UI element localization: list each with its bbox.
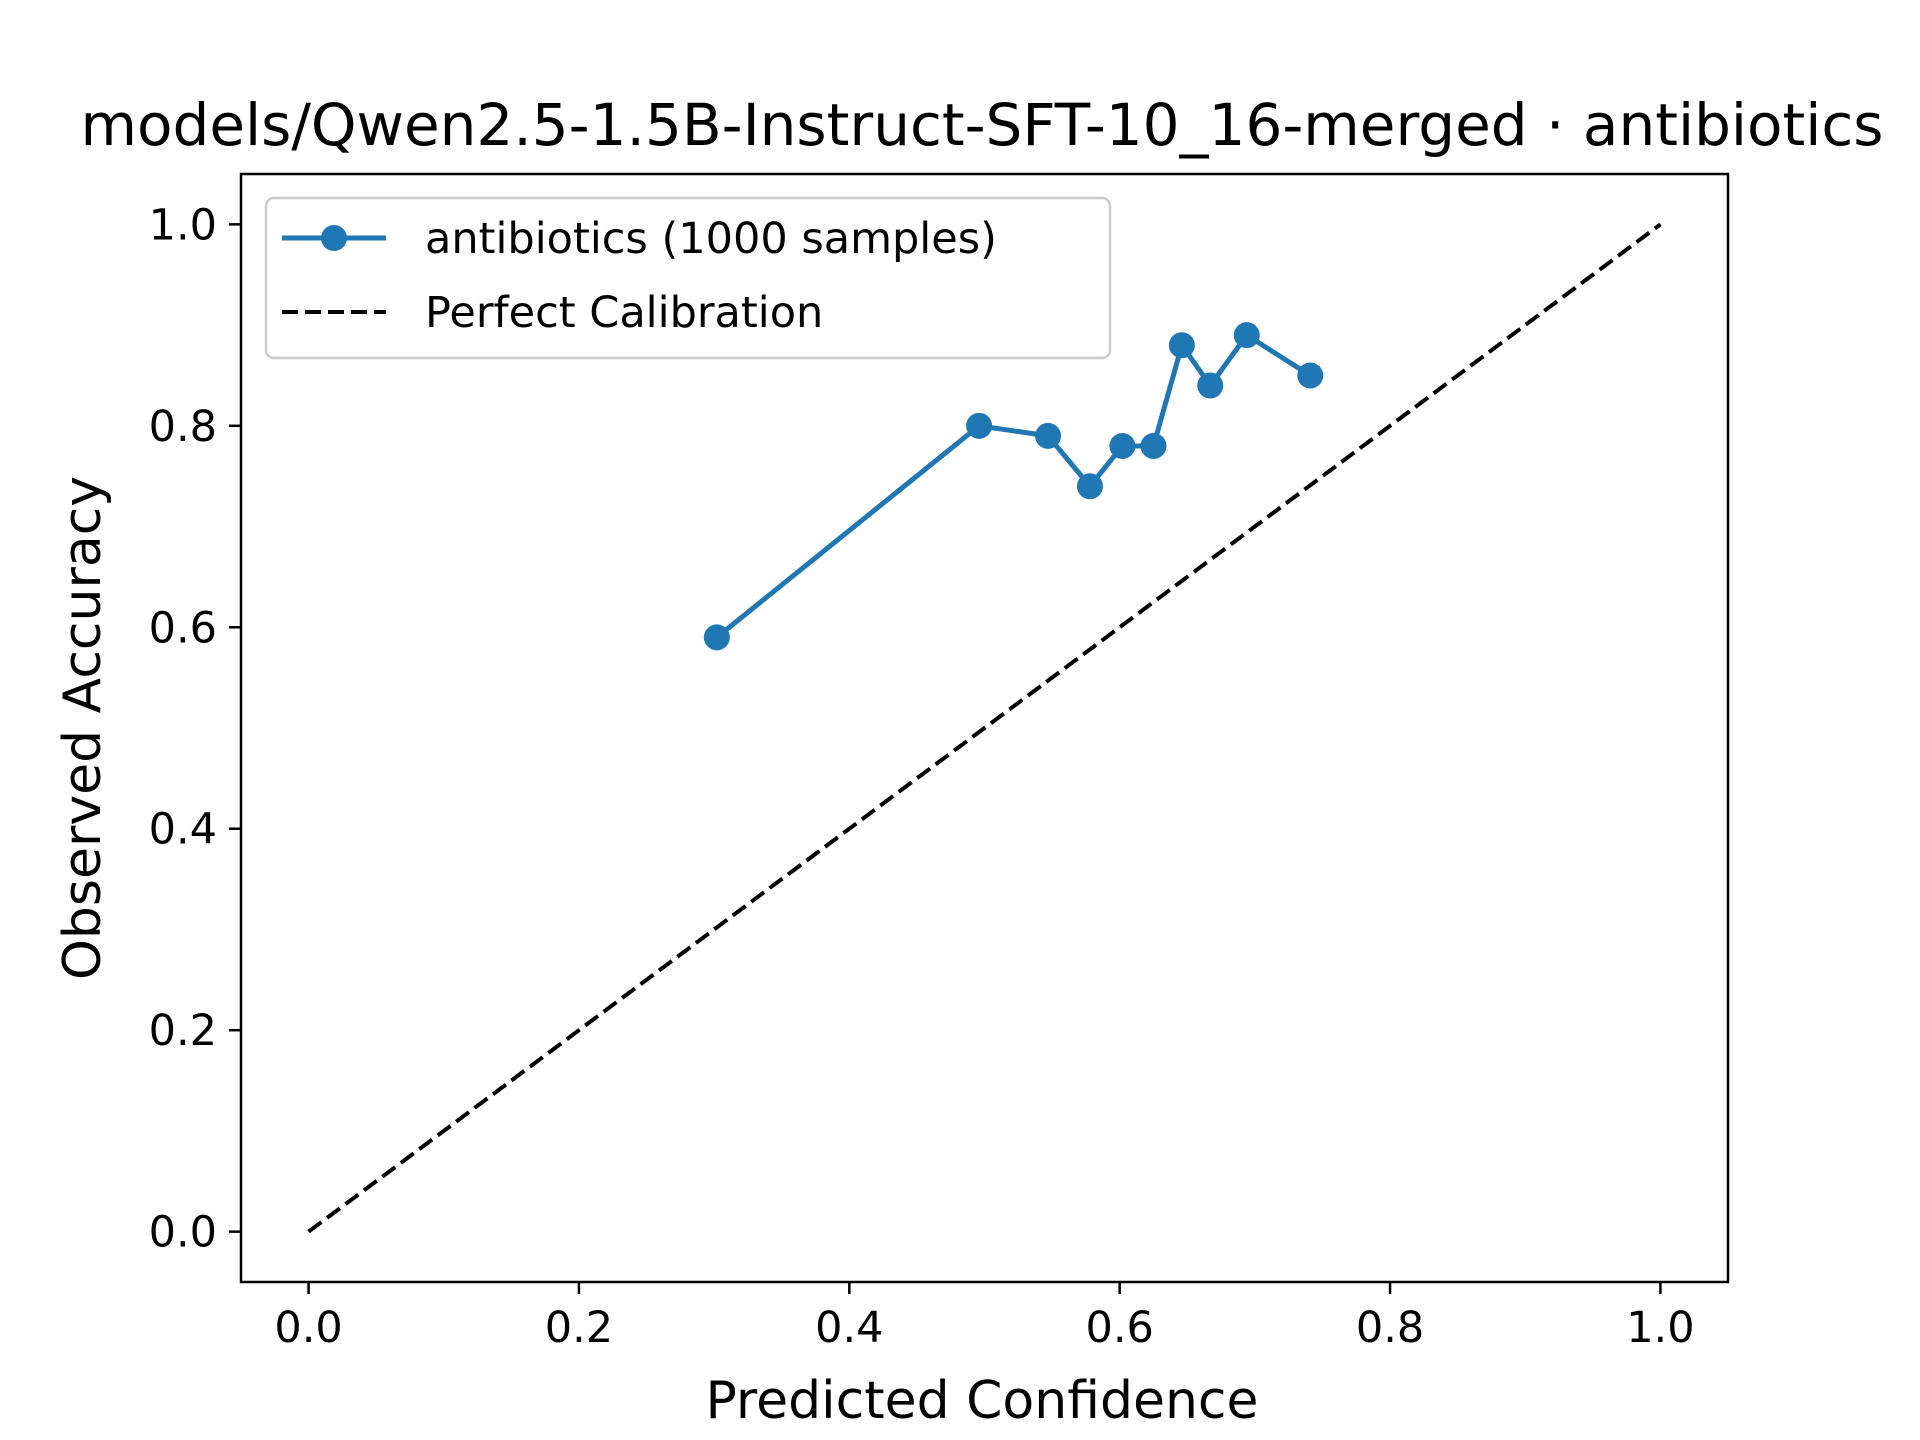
y-axis: 0.0 0.2 0.4 0.6 0.8 1.0 [149,200,241,1258]
data-point [1233,322,1260,349]
series-line [715,332,1312,640]
legend-label-perfect-calibration: Perfect Calibration [425,288,823,338]
x-tick-label: 1.0 [1626,1303,1694,1353]
data-point [1168,332,1195,359]
legend-box [264,196,1112,360]
y-tick-label: 0.2 [149,1006,217,1056]
data-point [1076,473,1103,500]
x-tick-label: 0.8 [1356,1303,1424,1353]
x-tick-label: 0.2 [545,1303,613,1353]
data-point [1297,362,1324,389]
y-tick-label: 0.6 [149,603,217,653]
x-axis-label: Predicted Confidence [705,1371,1258,1431]
data-point [1035,422,1062,449]
x-tick-label: 0.0 [274,1303,342,1353]
data-point [1140,432,1167,459]
x-axis: 0.0 0.2 0.4 0.6 0.8 1.0 [274,1282,1695,1353]
legend-marker-series [321,225,347,251]
x-tick-label: 0.6 [1085,1303,1153,1353]
y-tick-label: 0.0 [149,1208,217,1258]
y-tick-label: 1.0 [149,200,217,250]
x-tick-label: 0.4 [815,1303,883,1353]
legend-label-series: antibiotics (1000 samples) [425,214,997,264]
axes-frame [239,172,1730,1284]
legend: antibiotics (1000 samples) Perfect Calib… [264,196,1112,360]
y-tick-label: 0.8 [149,402,217,452]
perfect-calibration-line [307,222,1662,1234]
data-point [966,412,993,439]
y-tick-label: 0.4 [149,805,217,855]
y-axis-label: Observed Accuracy [53,476,113,980]
chart-title: models/Qwen2.5-1.5B-Instruct-SFT-10_16-m… [81,91,1884,159]
data-point [1197,372,1224,399]
data-point [1109,432,1136,459]
data-point [703,624,730,651]
plot-area [307,222,1662,1234]
